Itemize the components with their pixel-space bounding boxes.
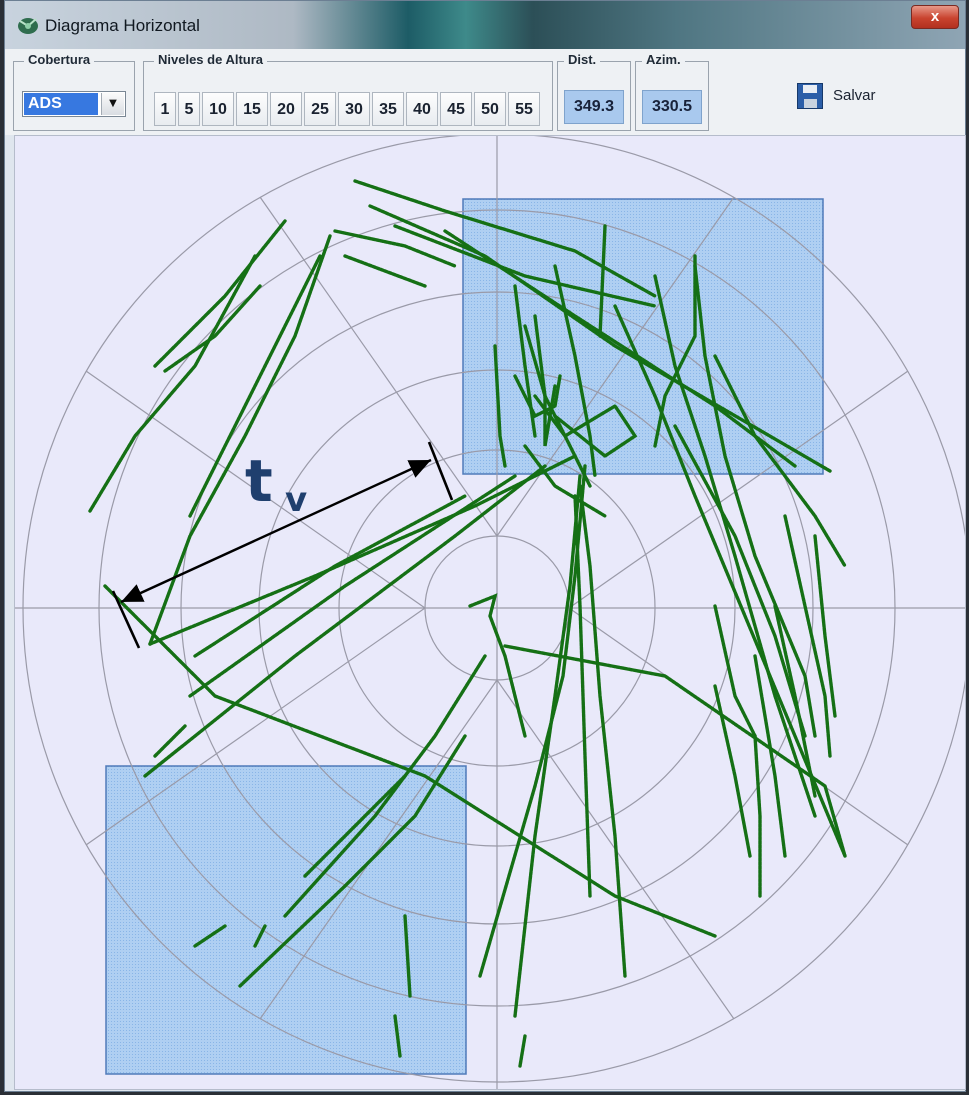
spoke-line	[259, 196, 498, 537]
track-line	[238, 734, 467, 988]
title-bar[interactable]: Diagrama Horizontal x	[5, 1, 965, 49]
track-line	[493, 344, 507, 468]
spoke-line	[259, 679, 498, 1020]
track-line	[353, 179, 657, 298]
window-title: Diagrama Horizontal	[45, 16, 200, 35]
track-line	[468, 593, 527, 738]
track-line	[478, 464, 587, 978]
level-button[interactable]: 10	[202, 92, 234, 126]
track-line	[773, 604, 817, 798]
radar-svg: t v	[15, 136, 965, 1089]
track-line	[393, 1014, 402, 1058]
track-line	[303, 774, 407, 878]
track-line	[163, 284, 262, 373]
level-button[interactable]: 35	[372, 92, 404, 126]
track-line	[533, 314, 592, 488]
tv-annotation: t v	[111, 441, 454, 649]
level-button[interactable]: 20	[270, 92, 302, 126]
level-button[interactable]: 50	[474, 92, 506, 126]
highlight-region-lower	[105, 765, 467, 1075]
level-button[interactable]: 45	[440, 92, 472, 126]
level-button[interactable]: 15	[236, 92, 268, 126]
track-line	[813, 534, 837, 718]
save-label: Salvar	[833, 87, 876, 104]
measure-tick	[111, 590, 141, 649]
level-button[interactable]: 25	[304, 92, 336, 126]
spoke-line	[496, 196, 735, 537]
track-line	[573, 494, 592, 898]
floppy-disk-icon	[797, 83, 823, 109]
track-line	[148, 234, 332, 646]
track-line	[578, 484, 627, 978]
track-line	[753, 654, 787, 858]
highlight-region-upper	[462, 198, 824, 475]
measure-arrow	[120, 458, 432, 604]
cobertura-selected-value: ADS	[24, 93, 98, 115]
track-line	[533, 394, 638, 459]
level-button[interactable]: 1	[154, 92, 176, 126]
track-line	[153, 219, 287, 368]
close-button[interactable]: x	[911, 5, 959, 29]
track-line	[403, 914, 412, 998]
tv-subscript: v	[285, 480, 307, 520]
dist-value: 349.3	[564, 90, 624, 124]
track-line	[753, 734, 762, 898]
track-line	[553, 264, 597, 478]
track-line	[598, 224, 607, 338]
cobertura-legend: Cobertura	[24, 52, 95, 67]
level-button[interactable]: 5	[178, 92, 200, 126]
azim-value: 330.5	[642, 90, 702, 124]
azim-legend: Azim.	[642, 52, 685, 67]
track-line	[513, 474, 582, 1018]
cobertura-group: Cobertura ADS ▼	[13, 52, 135, 131]
track-line	[613, 304, 847, 858]
track-line	[713, 354, 847, 568]
track-line	[333, 229, 457, 268]
toolbar: Cobertura ADS ▼ Niveles de Altura 1 5 10…	[5, 49, 965, 135]
track-line	[783, 514, 832, 758]
niveles-legend: Niveles de Altura	[154, 52, 268, 67]
radar-app-icon	[18, 18, 38, 34]
track-line	[253, 924, 267, 948]
azim-group: Azim. 330.5	[635, 52, 709, 131]
track-line	[713, 604, 757, 738]
track-line	[193, 924, 227, 948]
track-line	[503, 644, 847, 858]
track-line	[343, 254, 427, 288]
cobertura-select[interactable]: ADS ▼	[22, 91, 126, 117]
track-line	[693, 264, 817, 738]
track-line	[518, 1034, 527, 1068]
track-line	[523, 444, 607, 518]
track-line	[673, 424, 807, 738]
dist-group: Dist. 349.3	[557, 52, 631, 131]
niveles-button-row: 1 5 10 15 20 25 30 35 40 45 50 55	[154, 92, 542, 126]
spoke-line	[85, 607, 426, 846]
track-line	[193, 494, 467, 658]
niveles-group: Niveles de Altura 1 5 10 15 20 25 30 35 …	[143, 52, 553, 131]
spoke-line	[568, 370, 909, 609]
track-line	[153, 724, 187, 758]
chevron-down-icon[interactable]: ▼	[101, 93, 124, 115]
track-line	[103, 584, 717, 938]
track-line	[653, 254, 697, 448]
track-line	[188, 474, 517, 698]
save-button[interactable]: Salvar	[797, 79, 907, 113]
tv-label: t	[245, 447, 273, 515]
level-button[interactable]: 30	[338, 92, 370, 126]
level-button[interactable]: 40	[406, 92, 438, 126]
track-line	[713, 684, 752, 858]
measure-tick	[427, 441, 454, 501]
track-line	[393, 224, 657, 308]
track-line	[88, 254, 257, 513]
level-button[interactable]: 55	[508, 92, 540, 126]
dist-legend: Dist.	[564, 52, 601, 67]
diagram-window: Diagrama Horizontal x Cobertura ADS ▼ Ni…	[4, 0, 966, 1092]
radar-plot[interactable]: t v	[14, 135, 966, 1090]
